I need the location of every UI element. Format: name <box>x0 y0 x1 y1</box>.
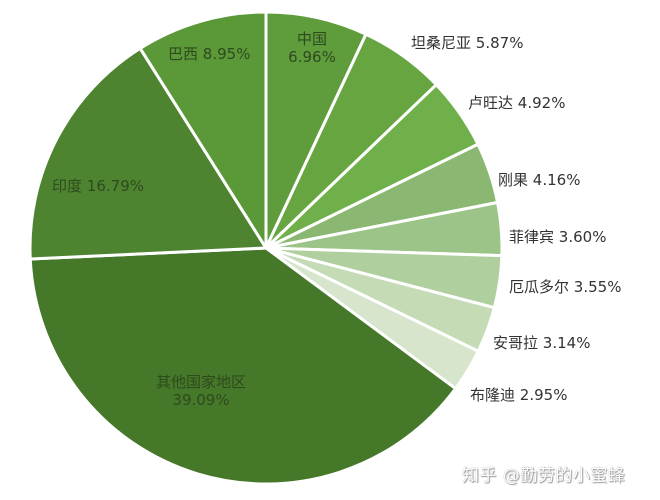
slice-label: 布隆迪 2.95% <box>470 386 567 404</box>
slice-label-value: 3.60% <box>558 228 607 246</box>
watermark: 知乎 @勤劳的小蜜蜂 <box>462 466 626 486</box>
slice-label-name: 卢旺达 <box>468 94 514 112</box>
slice-label-name: 巴西 <box>168 45 199 63</box>
slice-label: 其他国家地区 39.09% <box>156 373 246 409</box>
slice-label-value: 3.55% <box>573 278 622 296</box>
slice-label: 中国 6.96% <box>288 30 336 66</box>
slice-label-name: 布隆迪 <box>470 386 516 404</box>
slice-label-value: 2.95% <box>519 386 568 404</box>
slice-label-value: 16.79% <box>86 177 144 195</box>
slice-label-value: 4.92% <box>517 94 566 112</box>
slice-label-value: 5.87% <box>475 34 524 52</box>
slice-label: 安哥拉 3.14% <box>493 334 590 352</box>
slice-label-name: 安哥拉 <box>493 334 539 352</box>
pie-slice-10 <box>138 10 268 250</box>
slice-label: 巴西 8.95% <box>168 45 250 63</box>
pie-slice-9 <box>28 46 268 261</box>
slice-label-name: 刚果 <box>498 171 529 189</box>
slice-label: 卢旺达 4.92% <box>468 94 565 112</box>
pie-slice-8 <box>28 246 458 486</box>
slice-label-value: 4.16% <box>532 171 581 189</box>
slice-label-name: 厄瓜多尔 <box>509 278 570 296</box>
slice-label-name: 印度 <box>52 177 83 195</box>
pie-slice-0 <box>264 10 368 250</box>
slice-label: 菲律宾 3.60% <box>509 228 606 246</box>
slice-label-name: 菲律宾 <box>509 228 555 246</box>
pie-slices <box>28 10 504 486</box>
slice-label-value: 39.09% <box>172 391 230 409</box>
slice-label-name: 其他国家地区 <box>155 373 247 391</box>
slice-label: 印度 16.79% <box>52 177 144 195</box>
slice-label-name: 中国 <box>296 30 327 48</box>
slice-label-value: 6.96% <box>288 48 336 66</box>
slice-label: 刚果 4.16% <box>498 171 580 189</box>
slice-label: 厄瓜多尔 3.55% <box>509 278 621 296</box>
slice-label-value: 8.95% <box>202 45 251 63</box>
slice-label-value: 3.14% <box>542 334 591 352</box>
slice-label-name: 坦桑尼亚 <box>411 34 472 52</box>
slice-label: 坦桑尼亚 5.87% <box>411 34 523 52</box>
